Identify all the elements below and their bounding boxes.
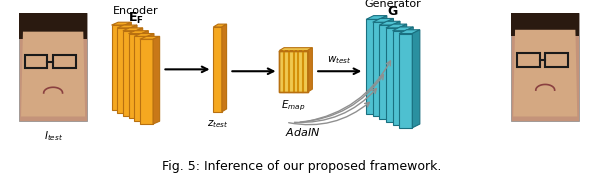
Polygon shape (213, 24, 226, 27)
Polygon shape (386, 24, 406, 28)
Polygon shape (140, 39, 153, 124)
Text: $E_{map}$: $E_{map}$ (281, 99, 306, 113)
Polygon shape (413, 30, 420, 128)
Polygon shape (399, 24, 406, 122)
Polygon shape (393, 27, 413, 31)
Polygon shape (513, 30, 577, 117)
Polygon shape (373, 22, 386, 117)
Text: $w_{test}$: $w_{test}$ (327, 54, 352, 66)
Polygon shape (307, 48, 312, 92)
Text: Fig. 5: Inference of our proposed framework.: Fig. 5: Inference of our proposed framew… (162, 160, 442, 173)
Polygon shape (366, 16, 387, 19)
Polygon shape (136, 28, 143, 116)
Polygon shape (280, 48, 312, 50)
Polygon shape (130, 25, 137, 113)
Polygon shape (512, 13, 579, 36)
Polygon shape (19, 13, 87, 39)
Polygon shape (366, 19, 379, 114)
Polygon shape (142, 31, 149, 118)
Polygon shape (406, 27, 413, 125)
Polygon shape (399, 34, 413, 128)
Polygon shape (117, 28, 130, 113)
Bar (19, 13, 87, 121)
Polygon shape (21, 32, 85, 117)
Text: $I_{test}$: $I_{test}$ (43, 130, 63, 144)
Text: Generator: Generator (365, 0, 422, 9)
Polygon shape (129, 34, 142, 118)
Polygon shape (386, 28, 399, 122)
Text: $z_{test}$: $z_{test}$ (207, 118, 228, 130)
Bar (512, 13, 579, 121)
Polygon shape (213, 27, 222, 112)
Text: $\mathbf{E_F}$: $\mathbf{E_F}$ (127, 11, 144, 26)
Polygon shape (134, 34, 154, 36)
FancyArrowPatch shape (294, 89, 376, 122)
Polygon shape (379, 25, 393, 119)
Polygon shape (379, 16, 387, 114)
Bar (517, 53, 539, 66)
Text: $\mathbf{G}$: $\mathbf{G}$ (387, 5, 399, 18)
Polygon shape (123, 31, 136, 116)
Polygon shape (112, 25, 125, 110)
Polygon shape (379, 21, 400, 25)
Polygon shape (140, 36, 159, 39)
Polygon shape (125, 22, 131, 110)
Polygon shape (123, 28, 143, 31)
FancyArrowPatch shape (300, 75, 384, 122)
Polygon shape (280, 50, 307, 92)
Polygon shape (393, 21, 400, 119)
Bar (53, 55, 76, 68)
Polygon shape (222, 24, 226, 112)
Polygon shape (129, 31, 149, 34)
Polygon shape (386, 18, 393, 117)
Polygon shape (153, 36, 159, 124)
Text: Encoder: Encoder (113, 6, 158, 16)
FancyArrowPatch shape (306, 61, 390, 122)
Bar (545, 53, 568, 66)
Polygon shape (393, 31, 406, 125)
FancyArrowPatch shape (289, 102, 370, 125)
Polygon shape (147, 34, 154, 121)
Bar (25, 55, 48, 68)
Polygon shape (117, 25, 137, 28)
Polygon shape (134, 36, 147, 121)
Polygon shape (112, 22, 131, 25)
Text: $AdaIN$: $AdaIN$ (285, 126, 321, 138)
Polygon shape (373, 18, 393, 22)
Polygon shape (399, 30, 420, 34)
